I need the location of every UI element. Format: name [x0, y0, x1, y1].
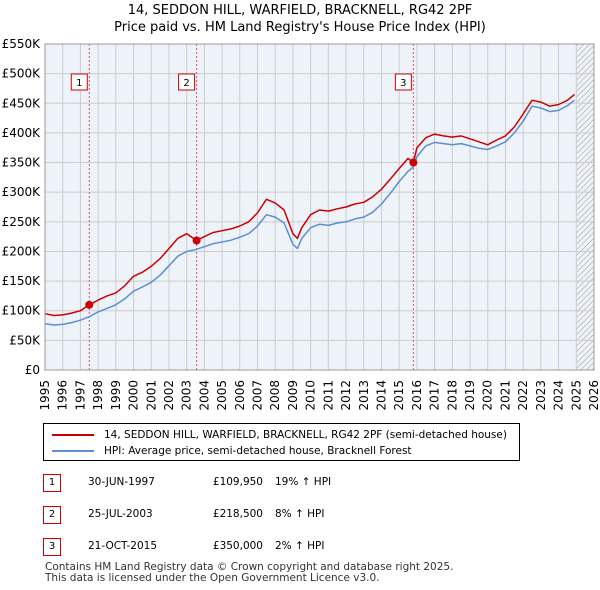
x-tick-label: 2019 [463, 380, 477, 411]
hpi-series-line [44, 99, 575, 326]
x-tick-label: 2001 [144, 380, 158, 411]
x-tick-label: 2016 [410, 380, 424, 411]
sale-price: £350,000 [212, 540, 263, 552]
footer-line-1: Contains HM Land Registry data © Crown c… [45, 561, 454, 573]
sale-point [85, 300, 94, 309]
x-tick-label: 2017 [428, 380, 442, 411]
legend-property-label: 14, SEDDON HILL, WARFIELD, BRACKNELL, RG… [104, 429, 507, 441]
sale-marker-number: 1 [76, 78, 82, 89]
plot-frame [44, 43, 595, 371]
chart-subtitle: Price paid vs. HM Land Registry's House … [114, 20, 486, 35]
x-tick-label: 2012 [339, 380, 353, 411]
sale-date: 21-OCT-2015 [88, 540, 157, 552]
x-tick-label: 1999 [109, 380, 123, 411]
sale-hpi-delta: 19% ↑ HPI [275, 476, 332, 488]
y-tick-label: £200K [2, 244, 42, 258]
legend-item-hpi: HPI: Average price, semi-detached house,… [52, 443, 412, 459]
x-tick-label: 2021 [498, 380, 512, 411]
sale-marker-label: 3 [394, 73, 412, 91]
y-tick-label: £50K [9, 333, 41, 347]
x-tick-label: 2002 [162, 380, 176, 411]
x-tick-label: 2023 [534, 380, 548, 411]
footer-line-2: This data is licensed under the Open Gov… [45, 572, 380, 584]
sale-marker-label: 1 [70, 73, 88, 91]
y-tick-label: £150K [2, 274, 42, 288]
y-tick-label: £0 [25, 363, 40, 377]
legend-hpi-label: HPI: Average price, semi-detached house,… [104, 445, 412, 457]
price-chart: 1 2 3 £0 £50K £100K £150K £200K £250K £300K £350K £… [2, 37, 600, 411]
x-tick-label: 2020 [481, 380, 495, 411]
x-tick-label: 2008 [268, 380, 282, 411]
sale-marker-box [70, 73, 88, 91]
y-tick-label: £550K [2, 37, 42, 51]
sale-date: 30-JUN-1997 [88, 476, 155, 488]
x-tick-label: 2007 [251, 380, 265, 411]
sale-marker-number: 3 [400, 78, 406, 89]
sale-point [409, 158, 418, 167]
sale-price: £218,500 [212, 508, 263, 520]
y-tick-label: £300K [2, 185, 42, 199]
x-tick-label: 2015 [392, 380, 406, 411]
y-tick-label: £400K [2, 126, 42, 140]
x-tick-label: 2009 [286, 380, 300, 411]
x-tick-label: 2004 [197, 380, 211, 411]
legend-item-property: 14, SEDDON HILL, WARFIELD, BRACKNELL, RG… [52, 427, 507, 443]
sale-hpi-delta: 2% ↑ HPI [275, 540, 325, 552]
x-tick-label: 2003 [180, 380, 194, 411]
x-tick-label: 1995 [38, 380, 52, 411]
forecast-hatch [576, 44, 594, 370]
x-tick-label: 2013 [357, 380, 371, 411]
x-tick-label: 1996 [56, 380, 70, 411]
footer-note: Contains HM Land Registry data © Crown c… [45, 562, 453, 584]
x-tick-label: 2006 [233, 380, 247, 411]
x-tick-label: 2005 [215, 380, 229, 411]
chart-title: 14, SEDDON HILL, WARFIELD, BRACKNELL, RG… [127, 3, 473, 18]
x-tick-label: 1997 [73, 380, 87, 411]
x-tick-label: 2026 [587, 380, 600, 411]
x-tick-label: 2024 [552, 380, 566, 411]
sale-marker-label: 2 [178, 73, 196, 91]
x-tick-label: 2014 [374, 380, 388, 411]
y-tick-label: £500K [2, 67, 42, 81]
x-tick-label: 2022 [516, 380, 530, 411]
property-series-line [44, 93, 575, 317]
legend-property-swatch [52, 434, 94, 436]
sale-marker-box [178, 73, 196, 91]
x-tick-label: 2025 [569, 380, 583, 411]
sale-point [192, 236, 201, 245]
chart-legend: 14, SEDDON HILL, WARFIELD, BRACKNELL, RG… [43, 423, 520, 461]
sale-date: 25-JUL-2003 [88, 508, 153, 520]
sale-number: 3 [43, 538, 61, 556]
sale-number: 1 [43, 474, 61, 492]
y-tick-label: £250K [2, 215, 42, 229]
x-tick-label: 2000 [127, 380, 141, 411]
y-tick-label: £350K [2, 156, 42, 170]
x-tick-label: 2011 [321, 380, 335, 411]
sale-marker-box [394, 73, 412, 91]
sale-hpi-delta: 8% ↑ HPI [275, 508, 325, 520]
sale-marker-number: 2 [183, 78, 189, 89]
x-tick-label: 2018 [445, 380, 459, 411]
plot-area [45, 44, 594, 370]
x-tick-label: 2010 [304, 380, 318, 411]
y-tick-label: £450K [2, 96, 42, 110]
sale-price: £109,950 [212, 476, 263, 488]
y-tick-label: £100K [2, 304, 42, 318]
x-tick-label: 1998 [91, 380, 105, 411]
sale-number: 2 [43, 506, 61, 524]
legend-hpi-swatch [52, 450, 94, 452]
